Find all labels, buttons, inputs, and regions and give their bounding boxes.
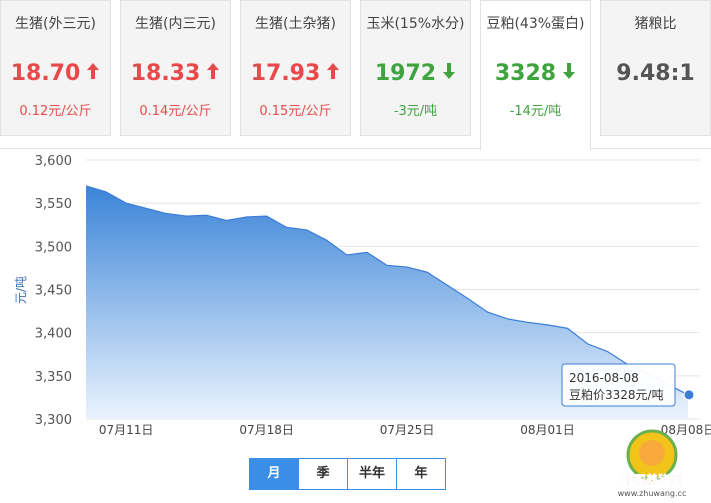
trend-arrow <box>87 63 100 79</box>
price-card[interactable]: 生猪(内三元) 18.33 0.14元/公斤 <box>120 0 231 136</box>
card-title: 玉米(15%水分) <box>366 16 465 32</box>
card-change: 0.14元/公斤 <box>139 104 212 119</box>
y-axis-label: 元/吨 <box>14 276 28 304</box>
area-line <box>85 185 689 396</box>
card-title: 猪粮比 <box>634 16 677 32</box>
price-card[interactable]: 生猪(土杂猪) 17.93 0.15元/公斤 <box>240 0 351 136</box>
card-change: 0.12元/公斤 <box>19 104 92 119</box>
range-button[interactable]: 半年 <box>347 459 396 489</box>
x-tick-label: 08月08日 <box>661 423 711 437</box>
y-tick-label: 3,400 <box>35 327 72 342</box>
range-buttons: 月季半年年 <box>249 458 446 490</box>
x-tick-label: 07月25日 <box>380 423 435 437</box>
trend-arrow <box>563 63 576 79</box>
card-value: 1972 <box>361 61 470 86</box>
logo-url: www.zhuwang.cc <box>618 489 687 498</box>
card-value: 18.70 <box>1 61 110 86</box>
arrow-shape <box>563 63 576 79</box>
trend-arrow <box>327 63 340 79</box>
range-button[interactable]: 月 <box>250 459 298 489</box>
card-change: -3元/吨 <box>393 104 438 119</box>
value-text: 18.70 <box>10 61 81 86</box>
x-tick-label: 07月18日 <box>239 423 294 437</box>
hover-point <box>683 389 695 401</box>
tooltip-date: 2016-08-08 <box>569 371 639 385</box>
y-tick-label: 3,500 <box>35 240 72 255</box>
card-title: 生猪(外三元) <box>15 16 96 32</box>
area-fill <box>86 185 688 419</box>
card-change: 0.15元/公斤 <box>259 104 332 119</box>
y-tick-label: 3,350 <box>35 370 72 385</box>
range-button[interactable]: 季 <box>298 459 347 489</box>
tooltip-box <box>561 363 676 407</box>
value-text: 1972 <box>374 61 437 86</box>
trend-arrow <box>443 63 456 79</box>
card-value: 3328 <box>481 61 590 86</box>
divider <box>0 148 711 149</box>
x-tick-label: 07月11日 <box>99 423 154 437</box>
trend-arrow <box>207 63 220 79</box>
range-button[interactable]: 年 <box>396 459 445 489</box>
y-tick-label: 3,550 <box>35 197 72 212</box>
price-card[interactable]: 豆粕(43%蛋白) 3328 -14元/吨 <box>480 0 591 150</box>
tooltip-text: 豆粕价3328元/吨 <box>569 387 664 402</box>
card-value: 9.48:1 <box>601 61 710 86</box>
y-tick-label: 3,300 <box>35 413 72 428</box>
y-tick-label: 3,450 <box>35 284 72 299</box>
logo-name: 中国养猪网 <box>622 472 682 487</box>
card-title: 生猪(土杂猪) <box>255 16 336 32</box>
card-change: -14元/吨 <box>509 104 562 119</box>
logo-face <box>639 440 665 466</box>
price-card[interactable]: 生猪(外三元) 18.70 0.12元/公斤 <box>0 0 111 136</box>
price-card[interactable]: 猪粮比 9.48:1 <box>600 0 711 136</box>
card-value: 17.93 <box>241 61 350 86</box>
x-tick-label: 08月01日 <box>520 423 575 437</box>
value-text: 17.93 <box>250 61 321 86</box>
y-tick-label: 3,600 <box>35 154 72 169</box>
value-text: 9.48:1 <box>616 61 695 86</box>
arrow-shape <box>327 63 340 79</box>
card-value: 18.33 <box>121 61 230 86</box>
arrow-shape <box>87 63 100 79</box>
card-title: 豆粕(43%蛋白) <box>486 16 585 32</box>
arrow-shape <box>207 63 220 79</box>
value-text: 18.33 <box>130 61 201 86</box>
price-card[interactable]: 玉米(15%水分) 1972 -3元/吨 <box>360 0 471 136</box>
value-text: 3328 <box>494 61 557 86</box>
arrow-shape <box>443 63 456 79</box>
card-title: 生猪(内三元) <box>135 16 216 32</box>
